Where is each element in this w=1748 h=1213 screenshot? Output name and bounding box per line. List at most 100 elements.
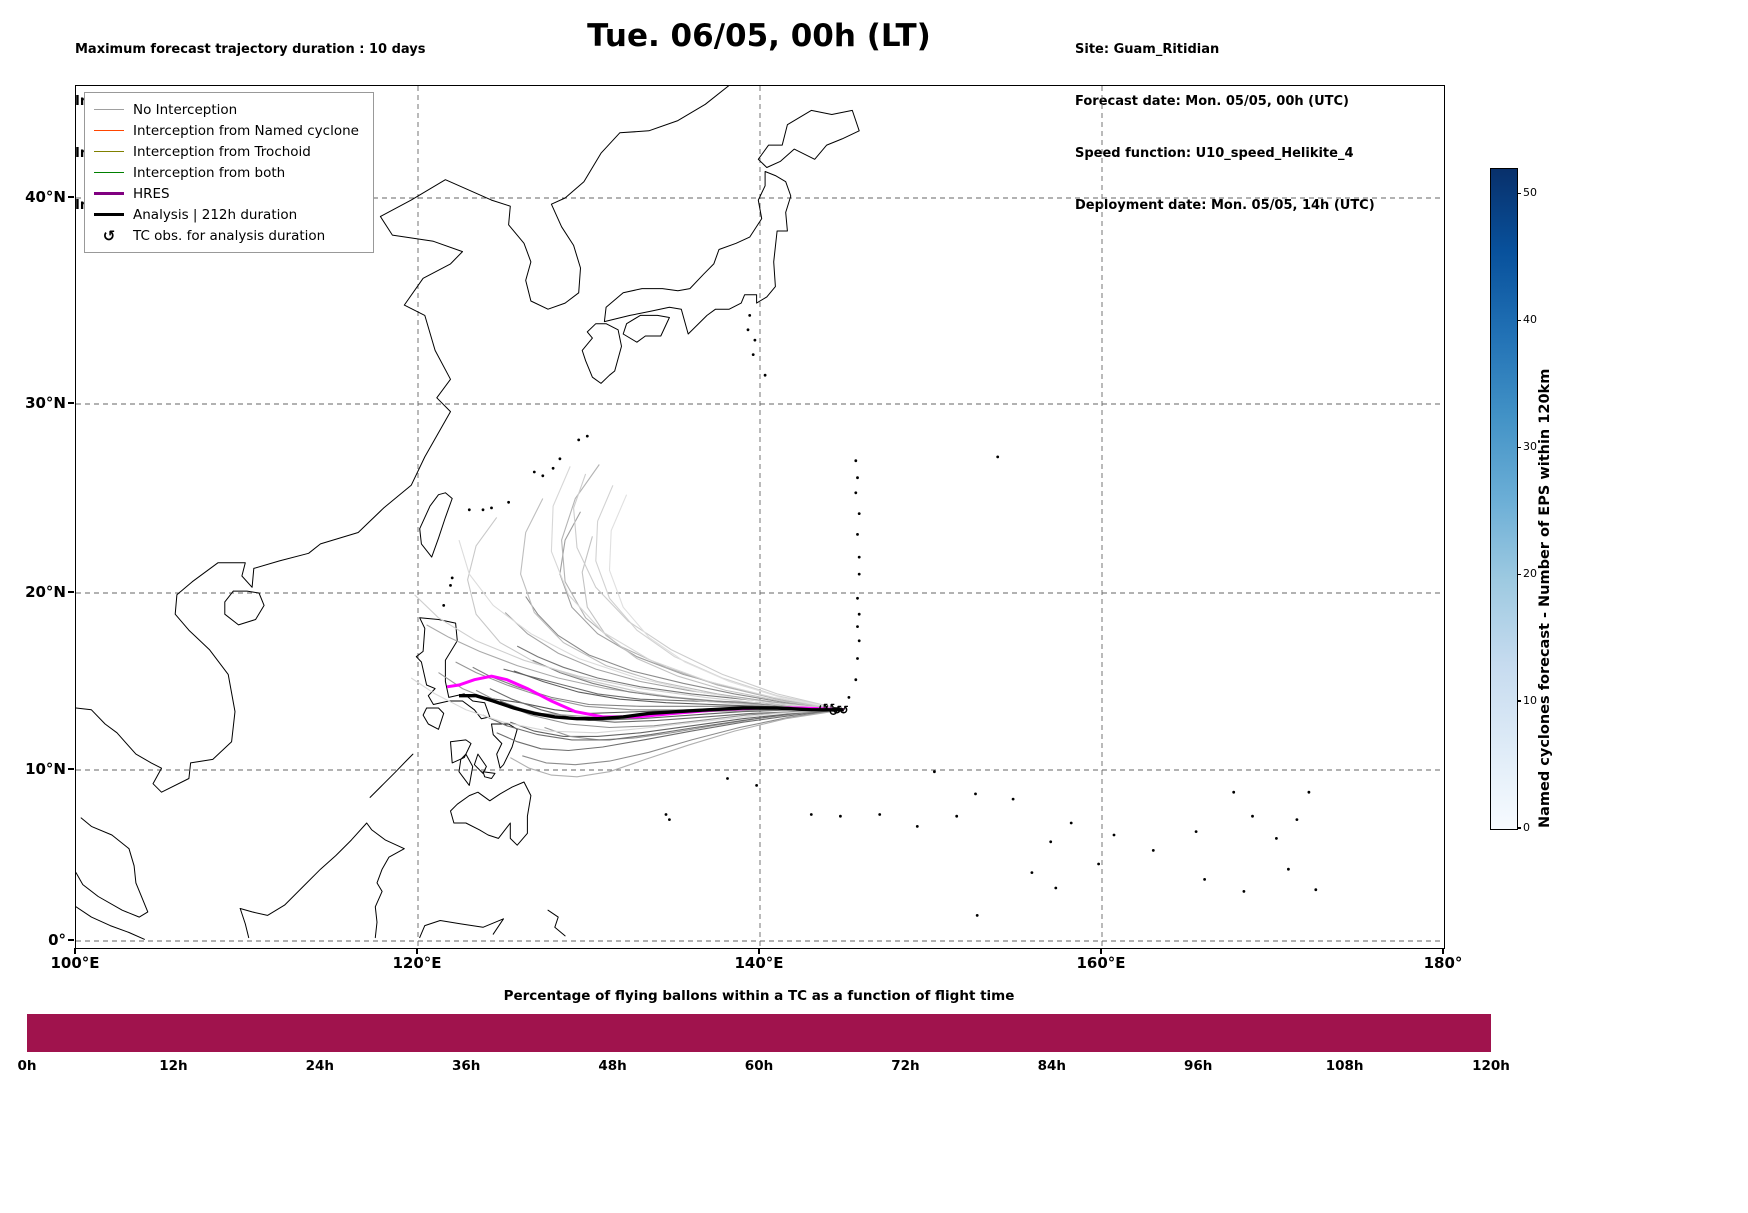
x-tick-label: 140°E bbox=[734, 954, 784, 972]
island-dot bbox=[1314, 888, 1318, 892]
coastline-samar-leyte bbox=[491, 723, 518, 769]
island-dot bbox=[915, 825, 919, 828]
ensemble-track bbox=[426, 624, 844, 711]
island-dot bbox=[854, 678, 858, 682]
y-tick-mark bbox=[68, 939, 74, 941]
y-tick-label: 0° bbox=[48, 931, 66, 949]
param-max-duration: Maximum forecast trajectory duration : 1… bbox=[75, 41, 426, 57]
legend-line bbox=[94, 130, 124, 131]
flight-time-tick-label: 72h bbox=[891, 1058, 920, 1074]
legend-line bbox=[94, 213, 124, 216]
island-dot bbox=[854, 491, 858, 495]
site-info: Site: Guam_Ritidian Forecast date: Mon. … bbox=[1075, 6, 1375, 250]
island-dot bbox=[933, 770, 936, 774]
island-dot bbox=[856, 533, 859, 536]
legend-item: ↺ TC obs. for analysis duration bbox=[94, 225, 359, 246]
legend-line bbox=[94, 172, 124, 173]
island-dot bbox=[847, 696, 851, 699]
ensemble-track bbox=[504, 612, 844, 711]
island-dot bbox=[857, 612, 861, 616]
colorbar-tick-mark bbox=[1517, 192, 1521, 194]
ensemble-track bbox=[510, 709, 844, 778]
coastline-borneo-north bbox=[239, 822, 405, 939]
coastline-korea-primorye bbox=[491, 86, 730, 310]
island-dot bbox=[974, 792, 977, 796]
ensemble-track bbox=[522, 709, 844, 766]
island-dot bbox=[748, 314, 752, 317]
colorbar-tick-mark bbox=[1517, 573, 1521, 575]
island-dot bbox=[996, 455, 1000, 459]
x-tick-label: 120°E bbox=[392, 954, 442, 972]
island-dot bbox=[726, 777, 729, 780]
legend-label: Interception from both bbox=[133, 164, 286, 181]
ensemble-track bbox=[510, 709, 844, 737]
coastline-halmahera bbox=[547, 909, 566, 937]
tc-obs-marker-icon: ↺ bbox=[828, 705, 838, 719]
legend-label: Interception from Named cyclone bbox=[133, 122, 359, 139]
island-dot bbox=[577, 438, 581, 442]
coastline-hokkaido bbox=[757, 109, 860, 168]
island-dot bbox=[1275, 837, 1278, 840]
flight-time-tick-label: 12h bbox=[159, 1058, 188, 1074]
ensemble-track bbox=[482, 709, 844, 741]
island-dot bbox=[856, 596, 859, 600]
legend-line-swatch bbox=[94, 130, 124, 131]
colorbar-tick-mark bbox=[1517, 827, 1521, 829]
coastline-palawan bbox=[369, 753, 414, 798]
legend-label: TC obs. for analysis duration bbox=[133, 227, 326, 244]
map-canvas: ↺↺↺↺ ↺ bbox=[76, 86, 1444, 948]
tc-obs-marker-icon: ↺ bbox=[839, 703, 849, 717]
legend-item: Analysis | 212h duration bbox=[94, 204, 359, 225]
ensemble-track bbox=[573, 473, 844, 711]
flight-time-tick-label: 24h bbox=[305, 1058, 334, 1074]
island-dot bbox=[857, 555, 861, 559]
island-dot bbox=[450, 576, 454, 580]
tc-obs-icon: ↺ bbox=[102, 226, 116, 245]
coastline-panay bbox=[450, 739, 472, 764]
coastline-sulawesi bbox=[419, 918, 504, 939]
island-dot bbox=[585, 434, 589, 438]
y-tick-label: 30°N bbox=[25, 394, 66, 412]
legend-line bbox=[94, 192, 124, 195]
legend-line bbox=[94, 151, 124, 152]
ensemble-track bbox=[410, 677, 844, 734]
island-dot bbox=[1011, 797, 1015, 801]
island-dot bbox=[878, 813, 882, 816]
info-site: Site: Guam_Ritidian bbox=[1075, 41, 1220, 57]
flight-time-tick-label: 120h bbox=[1472, 1058, 1510, 1074]
island-dot bbox=[1194, 830, 1198, 833]
island-dot bbox=[490, 506, 493, 510]
flight-time-tick-label: 108h bbox=[1325, 1058, 1364, 1074]
legend-label: HRES bbox=[133, 185, 170, 202]
legend-item: No Interception bbox=[94, 99, 359, 120]
coastline-china-vietnam bbox=[76, 179, 492, 793]
info-forecast-date: Forecast date: Mon. 05/05, 00h (UTC) bbox=[1075, 94, 1350, 110]
island-dot bbox=[955, 814, 959, 818]
colorbar-tick-label: 30 bbox=[1523, 440, 1537, 454]
island-dot bbox=[1307, 790, 1311, 794]
coastline-honshu bbox=[603, 171, 792, 335]
trajectory-map: ↺ ↺ ↺ ↺ ↺ No Interception Interception from N… bbox=[75, 85, 1445, 949]
island-dot bbox=[1112, 833, 1116, 837]
colorbar-tick-label: 50 bbox=[1523, 186, 1537, 200]
page-title: Tue. 06/05, 00h (LT) bbox=[587, 18, 931, 54]
y-tick-mark bbox=[68, 196, 74, 198]
ensemble-track bbox=[550, 466, 844, 711]
island-dot bbox=[1030, 871, 1034, 874]
x-tick-mark bbox=[74, 948, 76, 954]
flight-time-tick-label: 84h bbox=[1037, 1058, 1066, 1074]
analysis-track bbox=[459, 694, 844, 721]
island-dot bbox=[532, 470, 536, 474]
tc-obs-marker-icon: ↺ bbox=[832, 703, 842, 717]
coastline-cebu bbox=[473, 753, 487, 774]
info-deployment-date: Deployment date: Mon. 05/05, 14h (UTC) bbox=[1075, 198, 1375, 214]
ensemble-track bbox=[581, 536, 844, 711]
coastline-borneo-west bbox=[239, 908, 250, 939]
legend-item: Interception from both bbox=[94, 162, 359, 183]
colorbar-tick-mark bbox=[1517, 446, 1521, 448]
flight-time-tick-label: 36h bbox=[451, 1058, 481, 1074]
island-dot bbox=[449, 584, 452, 587]
coastline-hainan bbox=[224, 590, 265, 626]
flight-time-tick-label: 48h bbox=[598, 1058, 627, 1074]
